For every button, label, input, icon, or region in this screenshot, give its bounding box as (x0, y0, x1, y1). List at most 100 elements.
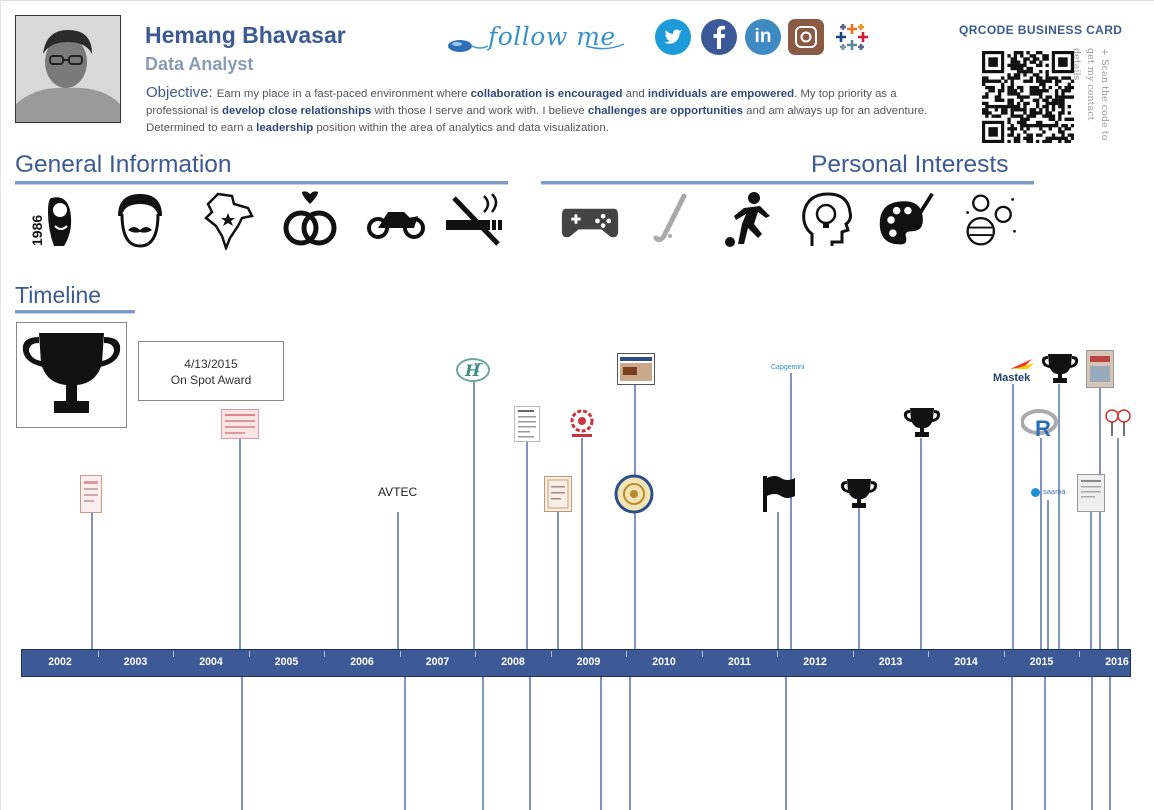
year-label-2006: 2006 (350, 656, 374, 668)
year-tick (626, 651, 627, 657)
india-map-icon (198, 190, 258, 250)
timeline-stem-below (629, 676, 631, 810)
screenshot-marker[interactable] (617, 353, 655, 390)
mastek-swoosh-icon (1010, 357, 1034, 376)
year-label-2014: 2014 (954, 656, 978, 668)
year-label-2010: 2010 (652, 656, 676, 668)
timeline-stem (920, 438, 922, 649)
timeline-axis (21, 649, 1131, 677)
qr-title: QRCODE BUSINESS CARD (959, 23, 1123, 37)
framed-certificate-marker[interactable] (544, 476, 572, 517)
photo-marker[interactable] (1086, 350, 1114, 393)
hockey-stick-icon (640, 190, 700, 250)
timeline-stem-below (404, 676, 406, 810)
objective-label: Objective: (146, 84, 213, 101)
interests-rule (541, 181, 1034, 185)
r-language-logo-marker[interactable]: R (1020, 408, 1061, 445)
baby-icon: 1986 (20, 190, 80, 250)
timeline-stem (1040, 438, 1042, 649)
svg-text:T: T (474, 361, 483, 375)
timeline-stem (1058, 384, 1060, 649)
planets-icon (962, 190, 1022, 250)
linkedin-icon[interactable]: in (745, 19, 781, 55)
year-label-2009: 2009 (576, 656, 601, 668)
capgemini-logo-marker[interactable]: Capgemini (771, 364, 805, 371)
timeline-stem (1117, 438, 1119, 649)
avtec-logo-marker[interactable]: AVTEC (378, 485, 418, 499)
year-label-2013: 2013 (878, 656, 903, 668)
svg-text:H: H (464, 361, 481, 380)
year-label-2015: 2015 (1029, 656, 1054, 668)
art-palette-icon (876, 190, 936, 250)
timeline-stem (634, 384, 636, 649)
timeline-stem (239, 437, 241, 649)
gamepad-icon (560, 190, 620, 250)
profile-role: Data Analyst (145, 54, 254, 74)
year-tick (551, 651, 552, 657)
university-logo-marker[interactable] (567, 408, 597, 445)
motorbike-icon (366, 190, 426, 250)
year-tick (98, 651, 99, 657)
certificate-marker[interactable] (80, 475, 102, 518)
qr-code[interactable] (982, 51, 1074, 143)
no-smoking-icon (444, 190, 504, 250)
trophy-marker[interactable] (902, 406, 942, 445)
flag-icon[interactable] (761, 474, 797, 519)
award-tooltip: 4/13/2015 On Spot Award (138, 341, 284, 401)
year-tick (324, 651, 325, 657)
timeline-stem (397, 512, 399, 649)
year-label-2016: 2016 (1105, 656, 1129, 668)
football-player-icon (718, 190, 778, 250)
timeline-stem (557, 512, 559, 649)
year-label-2003: 2003 (123, 656, 148, 668)
frame-top-border (0, 0, 1154, 1)
year-label-2004: 2004 (199, 656, 223, 668)
timeline-stem-below (1091, 676, 1093, 810)
tableau-icon[interactable] (834, 19, 870, 55)
follow-me-text: follow me (488, 22, 616, 51)
facebook-icon[interactable] (701, 19, 737, 55)
timeline-stem (858, 508, 860, 649)
objective-text: Objective: Earn my place in a fast-paced … (146, 84, 928, 134)
timeline-stem-below (482, 676, 484, 810)
year-tick (853, 651, 854, 657)
year-tick (400, 651, 401, 657)
timeline-stem (1012, 384, 1014, 649)
mastek-logo-marker[interactable]: Mastek (993, 372, 1031, 384)
frame-left-border (0, 0, 1, 810)
timeline-stem (473, 382, 475, 649)
year-label-2005: 2005 (274, 656, 299, 668)
timeline-stem-below (529, 676, 531, 810)
trophy-marker[interactable] (839, 477, 879, 516)
year-tick (777, 651, 778, 657)
svg-text:R: R (1035, 416, 1051, 440)
timeline-heading: Timeline (15, 282, 102, 308)
timeline-stem-below (785, 676, 787, 810)
mouse-cable-icon (448, 40, 625, 52)
saama-logo-marker[interactable]: saama (1031, 487, 1066, 497)
year-tick (1079, 651, 1080, 657)
timeline-stem (91, 512, 93, 649)
offer-letter-marker[interactable] (1077, 474, 1105, 517)
idea-head-icon (798, 190, 858, 250)
year-label-2012: 2012 (803, 656, 827, 668)
timeline-stem-below (241, 676, 243, 810)
general-information-heading: General Information (15, 151, 232, 178)
document-marker[interactable] (514, 406, 540, 447)
timeline-stem-below (1044, 676, 1046, 810)
institute-seal-marker[interactable] (614, 474, 654, 519)
tooltip-label: On Spot Award (170, 373, 252, 387)
award-highlight-box (16, 322, 127, 428)
timeline-stem-below (600, 676, 602, 810)
trophy-icon (22, 333, 121, 413)
timeline-stem (1047, 500, 1049, 649)
qr-note: + Scan the code to get my contact detail… (1071, 48, 1110, 141)
trophy-marker[interactable] (1040, 352, 1080, 391)
instagram-icon[interactable] (788, 19, 824, 55)
couple-icon[interactable] (1104, 408, 1132, 443)
year-label-2002: 2002 (48, 656, 72, 668)
twitter-icon[interactable] (655, 19, 691, 55)
marksheet-marker[interactable] (221, 409, 259, 444)
year-label-2011: 2011 (728, 656, 751, 668)
